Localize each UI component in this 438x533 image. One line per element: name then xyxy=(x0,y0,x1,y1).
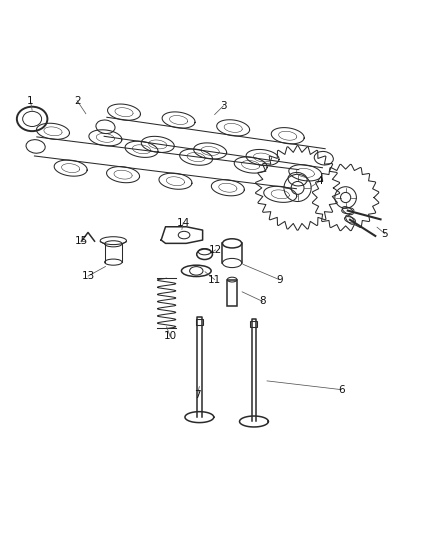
Text: 1: 1 xyxy=(27,95,34,106)
Text: 9: 9 xyxy=(276,274,283,285)
Text: 5: 5 xyxy=(381,229,388,239)
Text: 12: 12 xyxy=(209,245,222,255)
Bar xyxy=(196,319,203,325)
Text: 2: 2 xyxy=(74,95,81,106)
Text: 8: 8 xyxy=(259,296,266,306)
Text: 15: 15 xyxy=(75,236,88,246)
Bar xyxy=(251,321,258,327)
Text: 6: 6 xyxy=(338,385,345,394)
Text: 14: 14 xyxy=(177,218,190,228)
Text: 13: 13 xyxy=(81,271,95,281)
Text: 7: 7 xyxy=(194,390,201,400)
Text: 3: 3 xyxy=(220,101,227,111)
Text: 4: 4 xyxy=(316,176,323,187)
Text: 11: 11 xyxy=(208,274,221,285)
Bar xyxy=(227,280,237,306)
Text: 10: 10 xyxy=(163,332,177,341)
